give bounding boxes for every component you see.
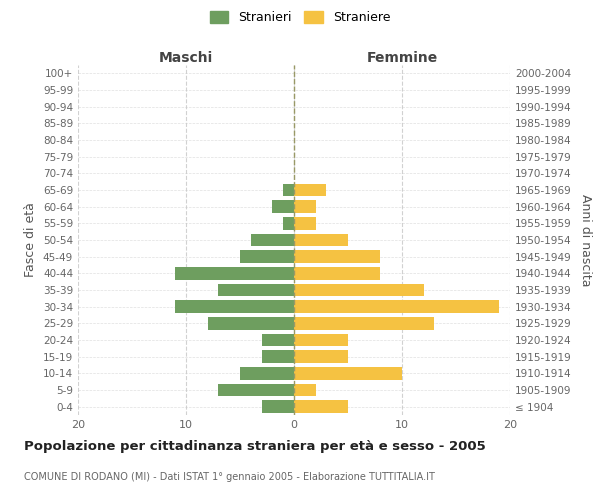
Y-axis label: Anni di nascita: Anni di nascita (578, 194, 592, 286)
Bar (294, 234, 348, 246)
Bar (294, 284, 424, 296)
Text: COMUNE DI RODANO (MI) - Dati ISTAT 1° gennaio 2005 - Elaborazione TUTTITALIA.IT: COMUNE DI RODANO (MI) - Dati ISTAT 1° ge… (24, 472, 435, 482)
Legend: Stranieri, Straniere: Stranieri, Straniere (205, 6, 395, 29)
Bar (294, 350, 348, 363)
Bar (294, 334, 348, 346)
Bar (262, 350, 294, 363)
Bar (283, 217, 294, 230)
Bar (251, 234, 294, 246)
Bar (272, 200, 294, 213)
Bar (294, 384, 316, 396)
Text: Femmine: Femmine (367, 52, 437, 66)
Bar (208, 317, 294, 330)
Bar (294, 267, 380, 280)
Bar (283, 184, 294, 196)
Bar (294, 184, 326, 196)
Bar (240, 250, 294, 263)
Bar (294, 400, 348, 413)
Y-axis label: Fasce di età: Fasce di età (25, 202, 37, 278)
Bar (294, 200, 316, 213)
Bar (262, 334, 294, 346)
Bar (175, 267, 294, 280)
Bar (294, 300, 499, 313)
Bar (218, 284, 294, 296)
Bar (294, 250, 380, 263)
Bar (262, 400, 294, 413)
Bar (294, 367, 402, 380)
Bar (240, 367, 294, 380)
Bar (294, 217, 316, 230)
Bar (175, 300, 294, 313)
Text: Popolazione per cittadinanza straniera per età e sesso - 2005: Popolazione per cittadinanza straniera p… (24, 440, 486, 453)
Bar (294, 317, 434, 330)
Text: Maschi: Maschi (159, 52, 213, 66)
Bar (218, 384, 294, 396)
